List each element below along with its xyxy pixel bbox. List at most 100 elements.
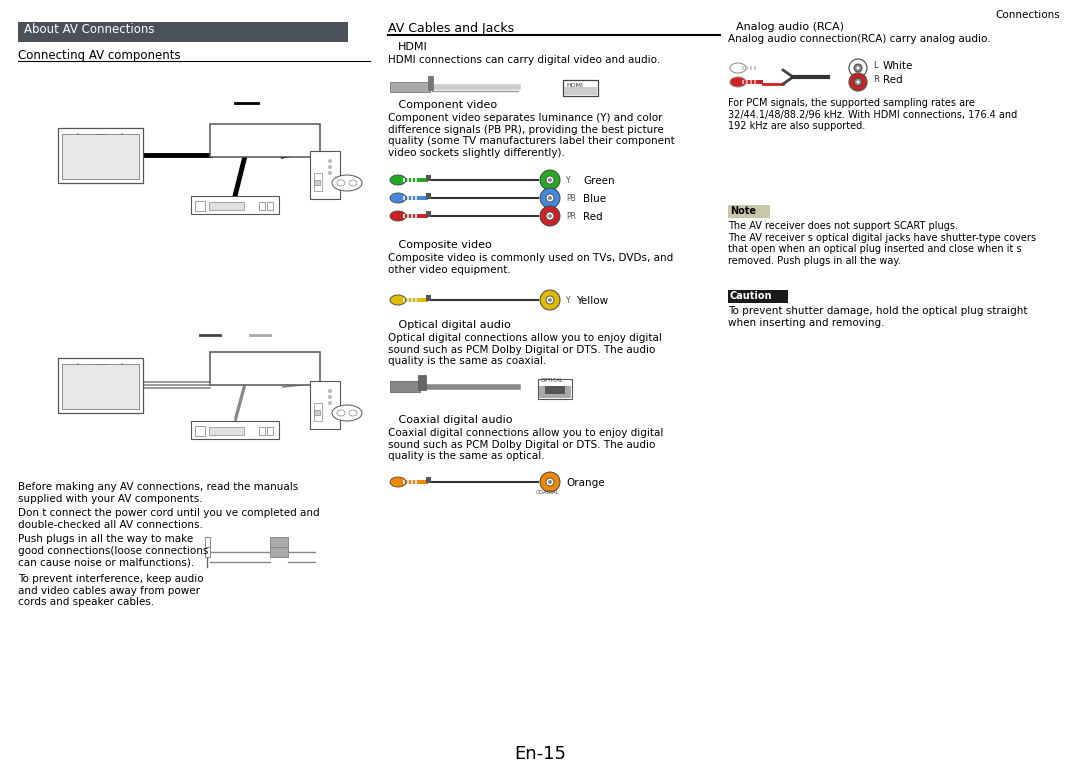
Bar	[407, 178, 409, 182]
Text: R: R	[873, 75, 879, 84]
Bar	[728, 290, 788, 303]
Text: The AV receiver does not support SCART plugs.
The AV receiver s optical digital : The AV receiver does not support SCART p…	[728, 221, 1036, 266]
Bar	[314, 403, 322, 421]
Circle shape	[546, 194, 554, 202]
Text: PB: PB	[566, 194, 576, 203]
Bar	[738, 66, 762, 70]
Bar	[538, 379, 572, 399]
Ellipse shape	[730, 63, 746, 73]
Text: Yellow: Yellow	[576, 296, 608, 306]
Bar	[195, 201, 205, 211]
Circle shape	[548, 298, 552, 302]
Text: Coaxial digital connections allow you to enjoy digital
sound such as PCM Dolby D: Coaxial digital connections allow you to…	[388, 428, 663, 461]
Text: Connections: Connections	[996, 10, 1059, 20]
Bar	[426, 193, 431, 199]
Text: OPTICAL: OPTICAL	[541, 378, 564, 383]
Ellipse shape	[390, 211, 406, 221]
Text: Optical digital connections allow you to enjoy digital
sound such as PCM Dolby D: Optical digital connections allow you to…	[388, 333, 662, 366]
Bar	[415, 196, 417, 200]
Bar	[399, 298, 428, 302]
Bar	[390, 82, 430, 92]
Bar	[415, 214, 417, 218]
Text: Analog audio connection(RCA) carry analog audio.: Analog audio connection(RCA) carry analo…	[728, 34, 990, 44]
Circle shape	[540, 290, 561, 310]
Bar	[399, 196, 428, 200]
Bar	[270, 537, 288, 547]
Circle shape	[854, 78, 862, 86]
Circle shape	[856, 80, 860, 83]
Text: Push plugs in all the way to make
good connections(loose connections
can cause n: Push plugs in all the way to make good c…	[18, 534, 208, 567]
Bar	[411, 298, 413, 302]
Bar	[407, 298, 409, 302]
Circle shape	[540, 472, 561, 492]
Circle shape	[540, 206, 561, 226]
Ellipse shape	[390, 175, 406, 185]
Ellipse shape	[332, 405, 362, 421]
Bar	[57, 128, 143, 183]
Bar	[750, 80, 752, 84]
Circle shape	[546, 478, 554, 486]
Bar	[746, 80, 748, 84]
Text: HDMI connections can carry digital video and audio.: HDMI connections can carry digital video…	[388, 55, 660, 65]
Circle shape	[546, 212, 554, 220]
Bar	[267, 202, 273, 210]
Bar	[191, 421, 279, 439]
Bar	[267, 427, 273, 435]
Text: Red: Red	[583, 212, 603, 222]
Text: Composite video is commonly used on TVs, DVDs, and
other video equipment.: Composite video is commonly used on TVs,…	[388, 253, 673, 274]
Bar	[426, 175, 431, 181]
Bar	[407, 214, 409, 218]
Bar	[210, 124, 320, 157]
Bar	[415, 480, 417, 484]
Text: Blue: Blue	[583, 194, 606, 204]
Bar	[403, 196, 405, 200]
Bar	[210, 351, 320, 384]
Bar	[205, 537, 210, 547]
Ellipse shape	[390, 295, 406, 305]
Bar	[270, 547, 288, 557]
Text: Don t connect the power cord until you ve completed and
double-checked all AV co: Don t connect the power cord until you v…	[18, 508, 320, 529]
Bar	[191, 196, 279, 214]
Text: Caution: Caution	[730, 291, 772, 301]
Bar	[18, 22, 348, 42]
Circle shape	[548, 214, 552, 218]
Bar	[95, 364, 105, 371]
Bar	[746, 66, 748, 70]
Bar	[418, 375, 426, 390]
Text: PR: PR	[566, 212, 576, 221]
Text: Red: Red	[883, 75, 903, 85]
Circle shape	[540, 188, 561, 208]
Bar	[195, 426, 205, 436]
Circle shape	[328, 389, 332, 393]
Bar	[210, 427, 244, 435]
Ellipse shape	[332, 175, 362, 191]
Bar	[390, 381, 420, 392]
Bar	[259, 427, 265, 435]
Bar	[403, 178, 405, 182]
Text: Optical digital audio: Optical digital audio	[388, 320, 511, 330]
Bar	[428, 76, 433, 90]
Bar	[426, 295, 431, 301]
Circle shape	[540, 170, 561, 190]
Circle shape	[328, 165, 332, 169]
Circle shape	[328, 395, 332, 399]
Text: Orange: Orange	[566, 478, 605, 488]
Text: L: L	[873, 61, 878, 70]
Bar	[62, 364, 138, 409]
Bar	[407, 196, 409, 200]
Bar	[563, 80, 598, 96]
Bar	[403, 214, 405, 218]
Bar	[426, 211, 431, 217]
Circle shape	[548, 480, 552, 484]
Text: AV Cables and Jacks: AV Cables and Jacks	[388, 22, 514, 35]
Bar	[738, 80, 762, 84]
Bar	[415, 298, 417, 302]
Bar	[564, 87, 597, 95]
Circle shape	[546, 176, 554, 184]
Bar	[407, 480, 409, 484]
Bar	[310, 151, 340, 199]
Text: Green: Green	[583, 176, 615, 186]
Bar	[95, 134, 105, 141]
Text: Analog audio (RCA): Analog audio (RCA)	[735, 22, 843, 32]
Text: Y: Y	[566, 296, 570, 305]
